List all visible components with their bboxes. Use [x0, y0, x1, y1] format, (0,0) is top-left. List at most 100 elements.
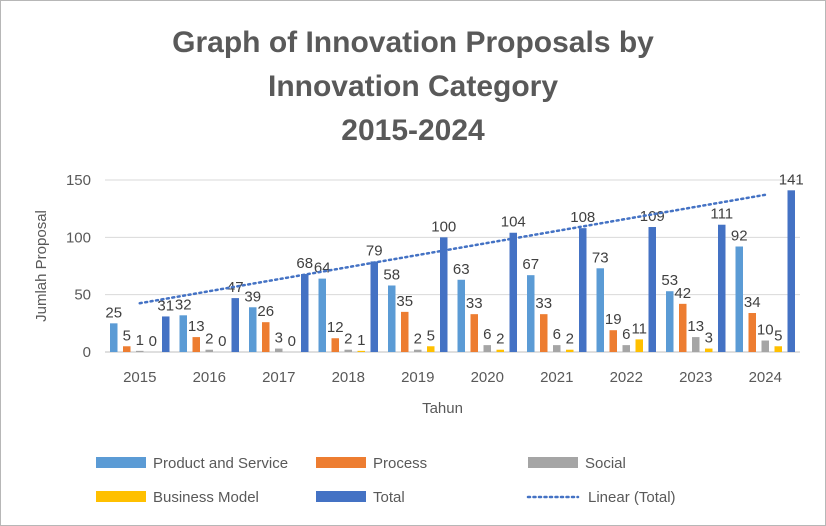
bar-product-and-service — [388, 285, 396, 352]
x-tick-label: 2023 — [679, 369, 712, 386]
bar-total — [579, 228, 587, 352]
data-label: 10 — [757, 322, 774, 339]
data-label: 33 — [466, 295, 483, 312]
chart-title-line-1: Graph of Innovation Proposals by — [172, 26, 654, 59]
data-label: 63 — [453, 261, 470, 278]
bar-product-and-service — [457, 279, 465, 352]
data-label: 25 — [105, 304, 122, 321]
bar-product-and-service — [666, 291, 674, 352]
data-label: 33 — [535, 295, 552, 312]
data-label: 2 — [414, 331, 422, 348]
bar-product-and-service — [527, 275, 535, 352]
data-label: 0 — [218, 333, 226, 350]
bar-social — [344, 349, 352, 352]
x-tick-label: 2022 — [610, 369, 643, 386]
data-label: 0 — [288, 333, 296, 350]
bar-social — [414, 349, 422, 352]
data-label: 32 — [175, 296, 192, 313]
data-label: 1 — [136, 332, 144, 349]
data-label: 35 — [396, 293, 413, 310]
x-tick-label: 2018 — [332, 369, 365, 386]
bar-total — [301, 274, 309, 352]
data-label: 6 — [622, 326, 630, 343]
data-label: 109 — [640, 208, 665, 225]
data-label: 12 — [327, 319, 344, 336]
data-label: 34 — [744, 294, 761, 311]
bar-process — [540, 314, 548, 352]
data-label: 73 — [592, 249, 609, 266]
bar-business-model — [635, 339, 643, 352]
bar-process — [679, 303, 687, 352]
bar-process — [748, 313, 756, 352]
bar-product-and-service — [179, 315, 187, 352]
x-axis-title: Tahun — [422, 400, 463, 417]
bar-product-and-service — [318, 278, 326, 352]
x-tick-label: 2020 — [471, 369, 504, 386]
bar-business-model — [357, 350, 365, 352]
bar-business-model — [496, 349, 504, 352]
legend-label: Linear (Total) — [588, 489, 676, 506]
chart-title-line-3: 2015-2024 — [341, 114, 485, 147]
data-label: 104 — [501, 214, 526, 231]
bar-product-and-service — [249, 307, 257, 352]
y-tick-label: 50 — [74, 287, 91, 304]
data-label: 31 — [157, 297, 174, 314]
bar-total — [370, 261, 378, 352]
data-label: 19 — [605, 311, 622, 328]
legend-label: Social — [585, 455, 626, 472]
bar-total — [787, 190, 795, 352]
bar-social — [275, 348, 283, 352]
x-tick-label: 2019 — [401, 369, 434, 386]
legend-swatch — [316, 491, 366, 502]
bar-total — [231, 298, 239, 352]
bar-social — [622, 345, 630, 352]
data-label: 2 — [205, 331, 213, 348]
legend-label: Product and Service — [153, 455, 288, 472]
legend-swatch — [316, 457, 366, 468]
x-tick-label: 2015 — [123, 369, 156, 386]
bar-business-model — [774, 346, 782, 352]
data-label: 3 — [705, 330, 713, 347]
data-label: 11 — [631, 320, 647, 337]
bar-social — [136, 350, 144, 352]
bar-total — [648, 227, 656, 352]
bar-process — [470, 314, 478, 352]
data-label: 5 — [774, 327, 782, 344]
legend-label: Total — [373, 489, 405, 506]
legend-swatch — [96, 457, 146, 468]
data-label: 100 — [431, 218, 456, 235]
data-label: 53 — [661, 272, 678, 289]
data-label: 42 — [674, 285, 691, 302]
bar-social — [483, 345, 491, 352]
bar-product-and-service — [596, 268, 604, 352]
legend-label: Process — [373, 455, 427, 472]
data-label: 68 — [296, 255, 313, 272]
data-label: 6 — [483, 326, 491, 343]
bar-business-model — [566, 349, 574, 352]
bar-process — [331, 338, 339, 352]
bar-product-and-service — [110, 323, 118, 352]
bar-social — [761, 340, 769, 352]
data-label: 67 — [522, 256, 539, 273]
data-label: 26 — [257, 303, 274, 320]
data-label: 39 — [244, 288, 261, 305]
bar-process — [262, 322, 270, 352]
bar-total — [162, 316, 170, 352]
data-label: 5 — [427, 327, 435, 344]
legend-swatch — [528, 457, 578, 468]
data-label: 108 — [570, 209, 595, 226]
bar-process — [192, 337, 200, 352]
data-label: 58 — [383, 266, 400, 283]
bar-process — [401, 311, 409, 352]
bar-product-and-service — [735, 246, 743, 352]
y-tick-label: 100 — [66, 229, 91, 246]
x-tick-label: 2024 — [749, 369, 782, 386]
bar-social — [205, 349, 213, 352]
bar-process — [123, 346, 131, 352]
chart-title-line-2: Innovation Category — [267, 70, 559, 103]
trendline-total — [138, 193, 767, 305]
data-label: 2 — [496, 331, 504, 348]
legend-swatch — [96, 491, 146, 502]
